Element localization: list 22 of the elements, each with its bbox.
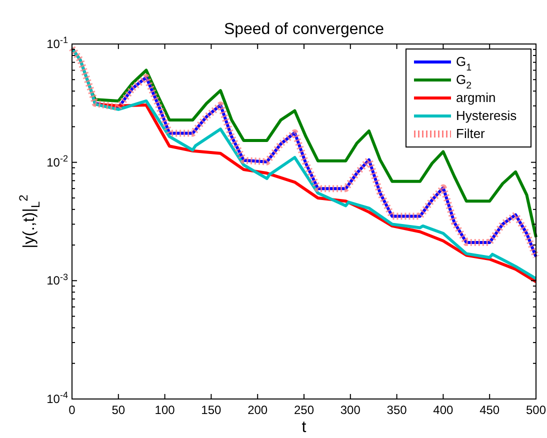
x-tick-label: 250 bbox=[294, 403, 314, 417]
y-tick-label: 10$^{-4}$ bbox=[46, 390, 68, 406]
x-tick-label: 0 bbox=[68, 403, 76, 417]
y-tick-label: 10$^{-2}$ bbox=[46, 154, 68, 170]
x-tick-label: 350 bbox=[386, 403, 408, 417]
y-tick-label: 10$^{-3}$ bbox=[46, 272, 68, 288]
chart-title: Speed of convergence bbox=[224, 21, 384, 38]
legend-label: Hysteresis bbox=[456, 108, 518, 123]
x-tick-label: 300 bbox=[340, 403, 361, 417]
x-tick-label: 450 bbox=[480, 403, 500, 417]
y-tick-label: 10$^{-1}$ bbox=[46, 35, 68, 51]
x-tick-label: 150 bbox=[201, 403, 222, 417]
x-tick-label: 500 bbox=[526, 403, 546, 417]
x-axis-title: t bbox=[302, 419, 307, 436]
x-tick-label: 400 bbox=[433, 403, 454, 417]
legend-label: Filter bbox=[456, 126, 486, 141]
legend-label: G$_{2}$ bbox=[456, 72, 472, 92]
legend-label: G$_{1}$ bbox=[456, 54, 472, 74]
x-tick-label: 200 bbox=[248, 403, 268, 417]
x-tick-label: 100 bbox=[154, 403, 176, 417]
x-tick-label: 50 bbox=[112, 403, 126, 417]
legend-label: argmin bbox=[456, 90, 496, 105]
